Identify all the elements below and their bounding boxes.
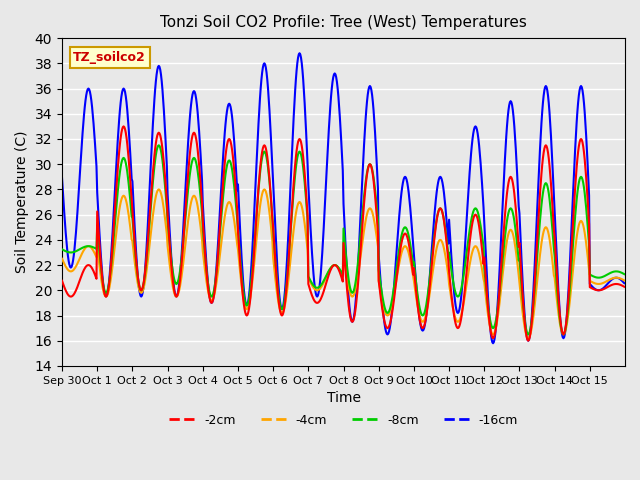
Legend: -2cm, -4cm, -8cm, -16cm: -2cm, -4cm, -8cm, -16cm (164, 409, 523, 432)
X-axis label: Time: Time (326, 391, 360, 405)
Text: TZ_soilco2: TZ_soilco2 (74, 51, 146, 64)
Y-axis label: Soil Temperature (C): Soil Temperature (C) (15, 131, 29, 273)
Title: Tonzi Soil CO2 Profile: Tree (West) Temperatures: Tonzi Soil CO2 Profile: Tree (West) Temp… (160, 15, 527, 30)
